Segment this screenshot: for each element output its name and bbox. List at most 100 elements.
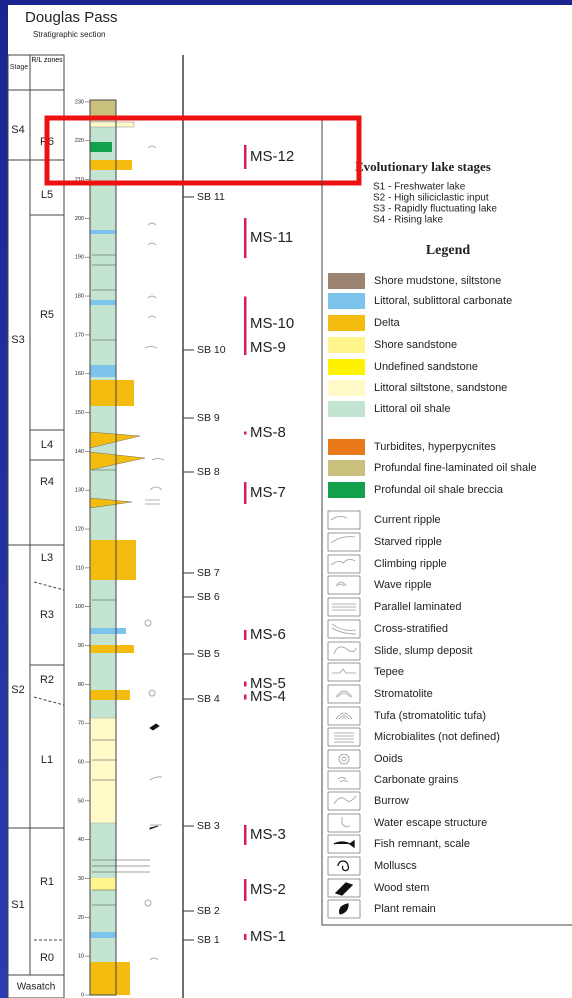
lithology-label: Shore mudstone, siltstone: [374, 275, 501, 287]
structure-label: Wood stem: [374, 882, 429, 894]
ms-label: MS-12: [250, 148, 294, 165]
subtitle: Stratigraphic section: [33, 30, 105, 39]
ms-bar: [244, 879, 247, 901]
structure-label: Slide, slump deposit: [374, 645, 472, 657]
depth-tick-label: 70: [78, 721, 84, 727]
ms-label: MS-7: [250, 484, 286, 501]
depth-tick-label: 230: [75, 99, 84, 105]
depth-tick-label: 170: [75, 332, 84, 338]
zone-header: R/L zones: [31, 57, 63, 65]
depth-tick-label: 140: [75, 449, 84, 455]
legend-stage-item: S4 - Rising lake: [373, 215, 443, 226]
zone-label: R5: [40, 309, 54, 321]
ms-bar: [244, 218, 247, 258]
lithology-label: Littoral, sublittoral carbonate: [374, 295, 512, 307]
stage-header: Stage: [10, 64, 28, 71]
stage-label: S4: [11, 124, 24, 136]
ms-bar: [244, 825, 247, 845]
depth-tick-label: 30: [78, 876, 84, 882]
legend-stage-item: S3 - Rapidly fluctuating lake: [373, 204, 497, 215]
structure-box: [328, 792, 360, 810]
sb-label: SB 7: [197, 567, 220, 579]
ms-bar: [244, 695, 247, 700]
sb-label: SB 5: [197, 648, 220, 660]
lithology-label: Profundal fine-laminated oil shale: [374, 462, 537, 474]
structure-label: Climbing ripple: [374, 558, 447, 570]
stage-label: S2: [11, 684, 24, 696]
lithology-label: Profundal oil shale breccia: [374, 484, 504, 496]
zone-label: R2: [40, 674, 54, 686]
ms-label: MS-10: [250, 315, 294, 332]
depth-tick-label: 160: [75, 371, 84, 377]
structure-label: Water escape structure: [374, 817, 487, 829]
zone-label: R4: [40, 476, 54, 488]
sb-label: SB 4: [197, 693, 220, 705]
ms-bar: [244, 682, 247, 687]
depth-tick-label: 100: [75, 604, 84, 610]
stage-label: S3: [11, 334, 24, 346]
structure-label: Starved ripple: [374, 536, 442, 548]
depth-tick-label: 220: [75, 138, 84, 144]
sb-label: SB 3: [197, 820, 220, 832]
structure-label: Fish remnant, scale: [374, 838, 470, 850]
zone-label: L5: [41, 189, 53, 201]
figure: Douglas Pass Stratigraphic section Stage…: [0, 0, 572, 998]
structure-label: Current ripple: [374, 514, 441, 526]
lithology-swatch: [328, 439, 365, 455]
lithology-swatch: [328, 359, 365, 375]
zone-label: L3: [41, 552, 53, 564]
ms-bar: [244, 630, 247, 640]
title: Douglas Pass: [25, 9, 118, 26]
zone-label: L4: [41, 439, 53, 451]
structure-box: [328, 511, 360, 529]
depth-tick-label: 120: [75, 526, 84, 532]
ms-label: MS-3: [250, 826, 286, 843]
ms-bar: [244, 341, 247, 355]
lithology-label: Delta: [374, 317, 401, 329]
sb-label: SB 10: [197, 344, 226, 356]
lithology-label: Littoral siltstone, sandstone: [374, 382, 507, 394]
structure-box: [328, 620, 360, 638]
structure-box: [328, 771, 360, 789]
lithology-swatch: [328, 482, 365, 498]
ms-bar: [244, 432, 247, 435]
zone-label: R3: [40, 609, 54, 621]
ms-bar: [244, 145, 247, 169]
structure-label: Tufa (stromatolitic tufa): [374, 710, 486, 722]
depth-tick-label: 0: [81, 992, 84, 998]
lithology-label: Littoral oil shale: [374, 403, 450, 415]
lithology-swatch: [328, 337, 365, 353]
structure-label: Plant remain: [374, 903, 436, 915]
lithology-label: Shore sandstone: [374, 339, 457, 351]
sb-label: SB 6: [197, 591, 220, 603]
depth-tick-label: 10: [78, 954, 84, 960]
structure-label: Burrow: [374, 795, 409, 807]
structure-box: [328, 857, 360, 875]
lithology-swatch: [328, 315, 365, 331]
sb-label: SB 1: [197, 934, 220, 946]
structure-box: [328, 642, 360, 660]
zone-label: L1: [41, 754, 53, 766]
ms-label: MS-8: [250, 424, 286, 441]
lithology-swatch: [328, 401, 365, 417]
ms-label: MS-4: [250, 688, 286, 705]
depth-tick-label: 20: [78, 915, 84, 921]
sb-label: SB 2: [197, 905, 220, 917]
ms-label: MS-2: [250, 881, 286, 898]
structure-box: [328, 814, 360, 832]
structure-box: [328, 685, 360, 703]
depth-tick-label: 60: [78, 759, 84, 765]
depth-tick-label: 50: [78, 798, 84, 804]
structure-label: Stromatolite: [374, 688, 433, 700]
structure-label: Ooids: [374, 753, 403, 765]
zone-label: R0: [40, 952, 54, 964]
structure-label: Cross-stratified: [374, 623, 448, 635]
lithology-swatch: [328, 460, 365, 476]
depth-tick-label: 150: [75, 410, 84, 416]
ms-label: MS-9: [250, 339, 286, 356]
sb-label: SB 9: [197, 412, 220, 424]
sb-label: SB 11: [197, 191, 225, 203]
structure-box: [328, 707, 360, 725]
ms-label: MS-11: [250, 229, 293, 246]
structure-label: Tepee: [374, 666, 404, 678]
